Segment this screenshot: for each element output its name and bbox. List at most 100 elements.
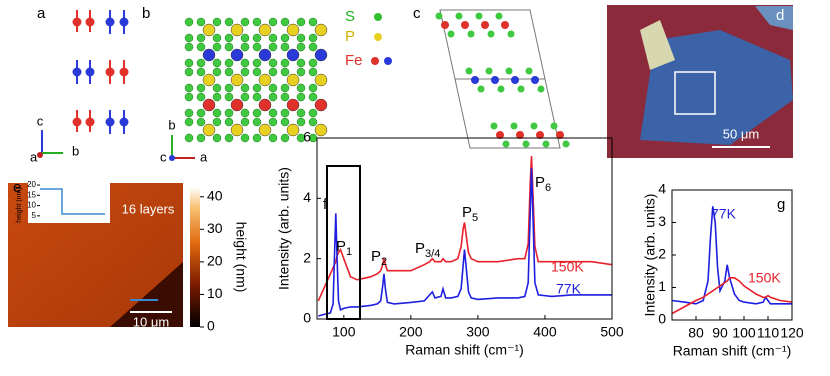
atom — [224, 117, 234, 127]
atom — [212, 58, 222, 68]
atom — [542, 140, 550, 148]
atom — [286, 98, 300, 112]
y-tick-label: 3 — [658, 213, 666, 229]
atom — [252, 58, 262, 68]
y-tick-label: 2 — [303, 249, 311, 265]
atom — [212, 17, 222, 27]
atom — [258, 23, 272, 37]
atom — [471, 76, 479, 84]
atom — [531, 76, 539, 84]
atom — [196, 108, 206, 118]
series-line — [318, 168, 612, 317]
atom — [184, 33, 194, 43]
atom — [511, 76, 519, 84]
atom — [280, 67, 290, 77]
atom — [212, 117, 222, 127]
atom — [224, 58, 234, 68]
atom — [296, 133, 306, 143]
inset-tick-label: 20 — [27, 180, 36, 189]
atom — [487, 30, 495, 38]
atom — [461, 21, 469, 29]
atom — [202, 48, 216, 62]
atom — [485, 67, 493, 75]
y-axis-label: Intensity (arb. units) — [276, 167, 292, 290]
atom — [308, 92, 318, 102]
annotation: 16 layers — [122, 201, 175, 216]
atom — [224, 17, 234, 27]
atom — [308, 117, 318, 127]
atom — [184, 42, 194, 52]
atom — [550, 122, 558, 130]
atom — [497, 85, 505, 93]
atom — [240, 117, 250, 127]
peak-label-sub: 6 — [545, 182, 551, 194]
atom — [224, 33, 234, 43]
atom — [240, 58, 250, 68]
atom — [562, 140, 570, 148]
atom — [280, 83, 290, 93]
atom — [212, 42, 222, 52]
atom — [240, 92, 250, 102]
colorbar-tick-label: 30 — [207, 220, 223, 236]
atom — [184, 17, 194, 27]
atom — [455, 12, 463, 20]
peak-label-sub: 3/4 — [425, 248, 440, 260]
atom — [252, 117, 262, 127]
x-tick-label: 500 — [600, 324, 624, 340]
atom — [536, 131, 544, 139]
atom — [481, 21, 489, 29]
axis-label: c — [37, 113, 44, 128]
atom — [252, 133, 262, 143]
atom — [280, 42, 290, 52]
atom — [196, 133, 206, 143]
atom — [296, 92, 306, 102]
atom — [224, 133, 234, 143]
atom — [212, 92, 222, 102]
peak-label-main: P — [371, 248, 381, 265]
atom — [308, 83, 318, 93]
atom — [268, 133, 278, 143]
x-axis-label: Raman shift (cm⁻¹) — [673, 343, 792, 359]
atom — [184, 108, 194, 118]
colorbar-tick-label: 0 — [207, 318, 215, 334]
atom — [240, 108, 250, 118]
atom — [196, 83, 206, 93]
atom — [212, 133, 222, 143]
y-tick-label: 4 — [303, 189, 311, 205]
panel-label: b — [142, 5, 150, 22]
atom — [252, 42, 262, 52]
peak-label-sub: 1 — [346, 246, 352, 258]
scale-bar-label: 50 μm — [723, 126, 759, 141]
panel-label: f — [323, 196, 328, 213]
atom — [314, 98, 328, 112]
atom — [447, 30, 455, 38]
x-tick-label: 110 — [757, 325, 780, 341]
atom — [252, 17, 262, 27]
atom — [467, 30, 475, 38]
axis-label: b — [72, 143, 79, 158]
inset-tick-label: 15 — [27, 190, 36, 199]
atom — [230, 123, 244, 137]
atom — [202, 73, 216, 87]
atom — [268, 42, 278, 52]
atom — [465, 67, 473, 75]
atom — [502, 140, 510, 148]
atom — [296, 117, 306, 127]
atom — [308, 58, 318, 68]
atom — [184, 67, 194, 77]
atom — [252, 92, 262, 102]
plot-frame — [316, 137, 613, 320]
atom — [314, 23, 328, 37]
crystal-lattice — [184, 17, 328, 143]
scale-bar-label: 10 μm — [133, 314, 169, 329]
atom — [296, 67, 306, 77]
atom — [224, 83, 234, 93]
inset-tick-label: 10 — [27, 201, 36, 210]
atom — [491, 76, 499, 84]
atom — [516, 131, 524, 139]
y-axis-label: Intensity (arb. units) — [642, 194, 658, 317]
atom — [230, 48, 244, 62]
axis-label: a — [200, 149, 208, 164]
atom — [308, 108, 318, 118]
atom — [268, 58, 278, 68]
